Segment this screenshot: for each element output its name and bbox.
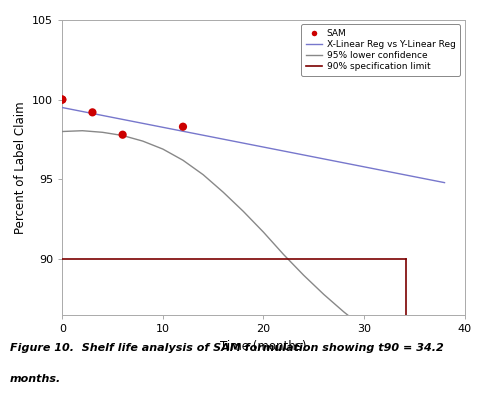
Point: [119, 132, 126, 138]
X-axis label: Time (months): Time (months): [220, 340, 307, 353]
Point: [58, 97, 66, 103]
Y-axis label: Percent of Label Claim: Percent of Label Claim: [14, 101, 27, 234]
Legend: SAM, X-Linear Reg vs Y-Linear Reg, 95% lower confidence, 90% specification limit: SAM, X-Linear Reg vs Y-Linear Reg, 95% l…: [301, 24, 460, 76]
Point: [89, 109, 96, 115]
Text: months.: months.: [10, 374, 61, 384]
Point: [58, 97, 66, 103]
Point: [179, 124, 187, 130]
Text: Figure 10.  Shelf life analysis of SAM formulation showing t90 = 34.2: Figure 10. Shelf life analysis of SAM fo…: [10, 343, 444, 353]
